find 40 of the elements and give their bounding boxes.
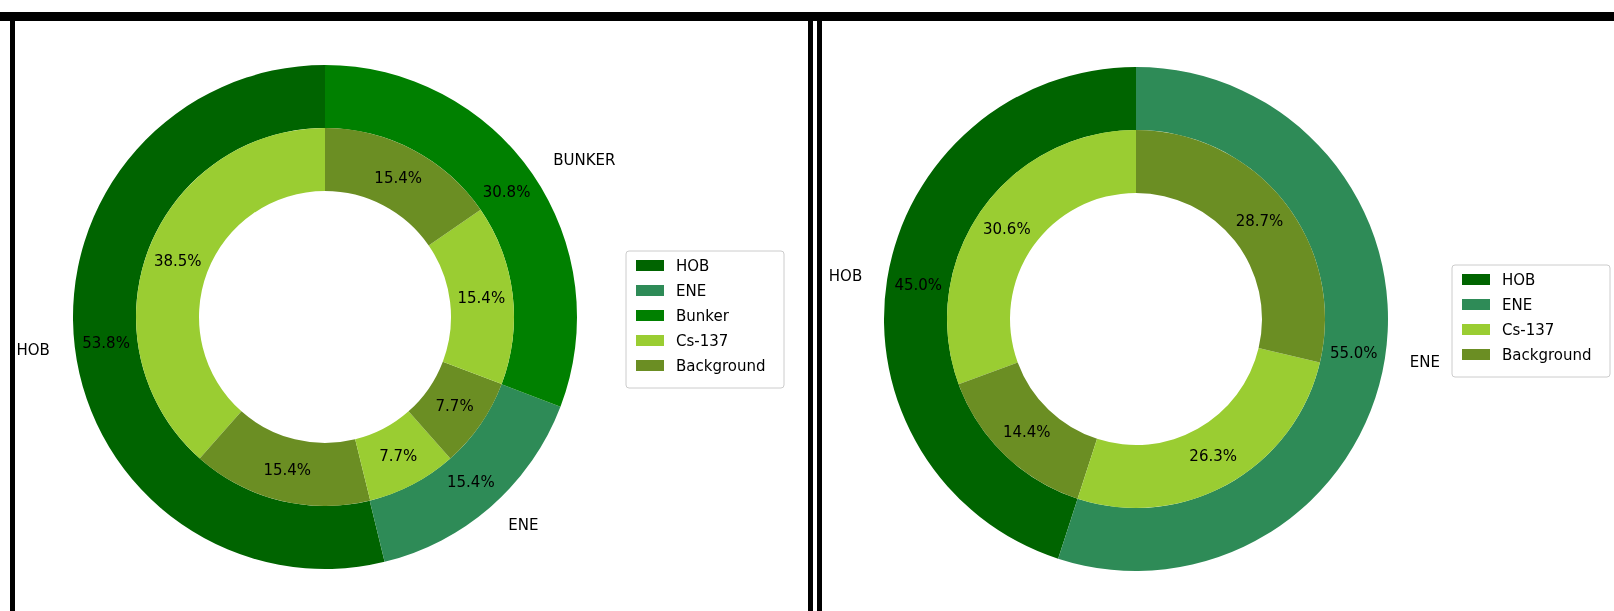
data-label: 15.4% [457, 289, 506, 308]
data-label: 7.7% [379, 447, 418, 466]
data-label: 53.8% [82, 334, 130, 353]
donut-slice [136, 128, 325, 459]
legend-label: Background [676, 357, 766, 375]
data-label: 30.8% [482, 182, 531, 201]
text: ENE [1409, 353, 1440, 372]
data-label: 15.4% [263, 460, 312, 479]
donut-slice [947, 130, 1136, 385]
data-label: 7.7% [435, 397, 474, 416]
legend-label: ENE [1502, 296, 1533, 314]
donut-slice [958, 362, 1098, 499]
donut-slice [199, 411, 371, 506]
data-label: 26.3% [1189, 447, 1237, 466]
legend-label: HOB [676, 257, 710, 275]
donut-slice [1136, 130, 1325, 363]
donut-slice [325, 128, 481, 246]
data-label: 15.4% [446, 473, 495, 492]
text: ENE [508, 515, 539, 534]
data-label: 55.0% [1329, 344, 1378, 363]
legend-label: ENE [676, 282, 707, 300]
legend-label: Background [1502, 346, 1592, 364]
legend-label: Cs-137 [1502, 321, 1555, 339]
donut-slice [428, 209, 514, 385]
data-label: 15.4% [374, 168, 423, 187]
legend-label: Cs-137 [676, 332, 729, 350]
data-label: 45.0% [894, 275, 943, 294]
donut-slice [884, 67, 1136, 559]
legend-label: HOB [1502, 271, 1536, 289]
data-label: 14.4% [1002, 423, 1051, 442]
text: BUNKER [553, 150, 616, 169]
data-label: 28.7% [1235, 212, 1284, 231]
donut-slice [1077, 348, 1320, 508]
text: HOB [828, 266, 863, 285]
text: HOB [16, 341, 50, 360]
donut-slice [369, 384, 561, 562]
data-label: 38.5% [153, 252, 202, 271]
data-label: 30.6% [983, 219, 1031, 238]
donut-slice [1058, 67, 1388, 571]
legend-label: Bunker [676, 307, 730, 325]
